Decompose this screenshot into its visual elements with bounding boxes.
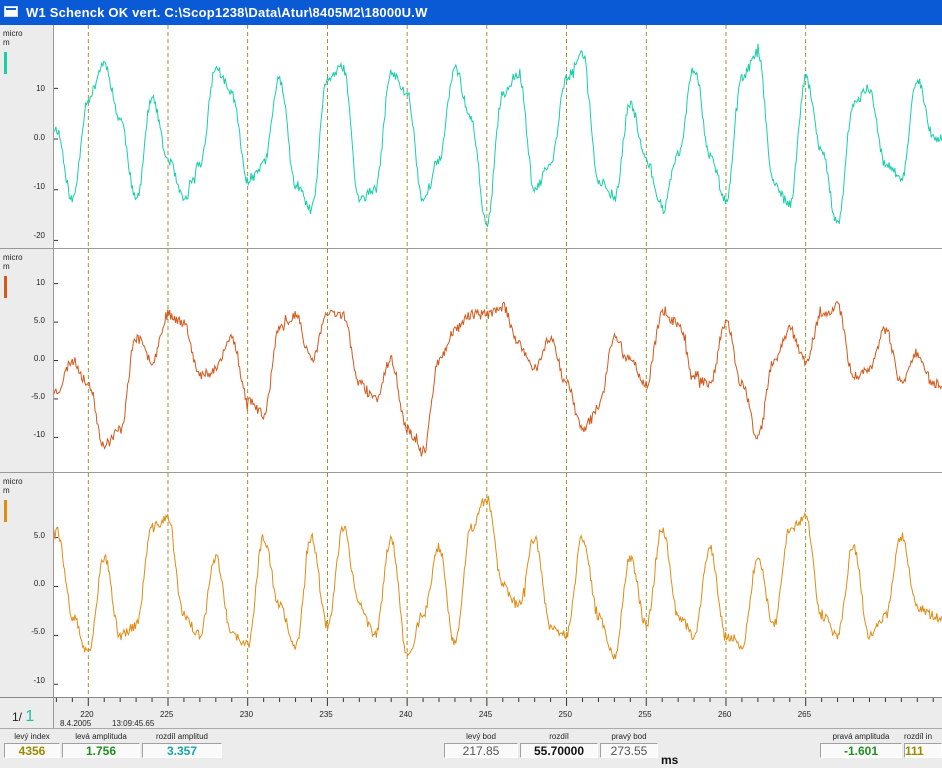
x-tick-label: 255 xyxy=(638,710,652,719)
left-point-label: levý bod xyxy=(466,732,496,741)
channel-1-color-swatch[interactable] xyxy=(4,52,7,74)
time-unit-label: ms xyxy=(661,753,679,767)
x-tick-label: 265 xyxy=(797,710,812,719)
recording-date: 8.4.2005 xyxy=(60,719,92,728)
y-tick-label: -10 xyxy=(33,182,45,191)
right-index-field: rozdíl in 111 xyxy=(904,732,942,758)
y-tick-label: 5.0 xyxy=(33,316,45,325)
panel-divider[interactable] xyxy=(0,472,942,473)
channel-3-panel[interactable]: micro m 5.0 0.0 -5.0 -10 xyxy=(0,473,942,697)
channel-1-panel[interactable]: micro m 10 0.0 -10 -20 xyxy=(0,25,942,248)
channel-3-unit: micro m xyxy=(3,477,23,495)
y-tick-label: 5.0 xyxy=(33,531,45,540)
amplitude-difference-label: rozdíl amplitud xyxy=(155,732,209,741)
left-point-value: 217.85 xyxy=(444,743,518,758)
y-tick-label: -10 xyxy=(33,430,45,439)
status-bar: levý index 4356 levá amplituda 1.756 roz… xyxy=(0,728,942,768)
recording-time: 13:09:45.65 xyxy=(112,719,155,728)
series-line xyxy=(54,495,942,660)
left-index-value: 4356 xyxy=(4,743,60,758)
channel-2-plot[interactable] xyxy=(54,249,942,472)
right-point-field: pravý bod 273.55 xyxy=(600,732,658,758)
right-point-label: pravý bod xyxy=(611,732,647,741)
channel-2-axis: micro m 10 5.0 0.0 -5.0 -10 xyxy=(0,249,54,472)
x-axis-strip[interactable]: 1/ 1 220 225 230 235 240 245 250 255 260 265 8.4.… xyxy=(0,697,942,729)
amplitude-difference-field: rozdíl amplitud 3.357 xyxy=(142,732,222,758)
left-amplitude-label: levá amplituda xyxy=(75,732,127,741)
right-point-value: 273.55 xyxy=(600,743,658,758)
window-title: W1 Schenck OK vert. C:\Scop1238\Data\Atu… xyxy=(26,5,428,20)
right-amplitude-value: -1.601 xyxy=(820,743,902,758)
page-indicator-area: 1/ 1 xyxy=(0,698,54,729)
left-index-field: levý index 4356 xyxy=(4,732,60,758)
y-tick-label: 10 xyxy=(36,84,45,93)
channel-3-axis: micro m 5.0 0.0 -5.0 -10 xyxy=(0,473,54,697)
difference-label: rozdíl xyxy=(549,732,569,741)
window-menu-icon[interactable] xyxy=(4,6,18,17)
right-index-value: 111 xyxy=(904,743,942,758)
x-tick-label: 260 xyxy=(717,710,732,719)
difference-field: rozdíl 55.70000 xyxy=(520,732,598,758)
x-tick-label: 225 xyxy=(159,710,174,719)
y-tick-label: 10 xyxy=(36,278,45,287)
channel-2-panel[interactable]: micro m 10 5.0 0.0 -5.0 -10 xyxy=(0,249,942,472)
title-bar[interactable]: W1 Schenck OK vert. C:\Scop1238\Data\Atu… xyxy=(0,0,942,25)
y-tick-label: -20 xyxy=(33,231,45,240)
x-tick-label: 220 xyxy=(80,710,94,719)
x-tick-label: 235 xyxy=(319,710,333,719)
panel-divider[interactable] xyxy=(0,248,942,249)
series-line xyxy=(54,43,942,228)
right-index-label: rozdíl in xyxy=(904,732,933,741)
series-line xyxy=(54,301,942,457)
left-point-field: levý bod 217.85 xyxy=(444,732,518,758)
channel-3-plot[interactable] xyxy=(54,473,942,697)
left-index-label: levý index xyxy=(14,732,50,741)
x-tick-label: 250 xyxy=(558,710,572,719)
x-tick-label: 245 xyxy=(478,710,493,719)
channel-1-unit: micro m xyxy=(3,29,23,47)
y-tick-label: 0.0 xyxy=(33,354,45,363)
y-tick-label: -5.0 xyxy=(31,392,45,401)
y-tick-label: 0.0 xyxy=(33,133,45,142)
page-channel-number[interactable]: 1 xyxy=(25,708,35,725)
x-axis-ticks xyxy=(55,698,934,706)
channel-3-color-swatch[interactable] xyxy=(4,500,7,522)
y-tick-label: -10 xyxy=(33,676,45,685)
channel-2-unit: micro m xyxy=(3,253,23,271)
channel-1-plot[interactable] xyxy=(54,25,942,248)
left-amplitude-value: 1.756 xyxy=(62,743,140,758)
x-tick-label: 240 xyxy=(399,710,413,719)
channel-2-color-swatch[interactable] xyxy=(4,276,7,298)
right-amplitude-label: pravá amplituda xyxy=(832,732,890,741)
left-amplitude-field: levá amplituda 1.756 xyxy=(62,732,140,758)
difference-value: 55.70000 xyxy=(520,743,598,758)
x-tick-label: 230 xyxy=(239,710,254,719)
amplitude-difference-value: 3.357 xyxy=(142,743,222,758)
page-indicator[interactable]: 1/ 1 xyxy=(12,708,35,725)
y-tick-label: 0.0 xyxy=(33,579,45,588)
channel-1-axis: micro m 10 0.0 -10 -20 xyxy=(0,25,54,248)
right-amplitude-field: pravá amplituda -1.601 xyxy=(820,732,902,758)
y-tick-label: -5.0 xyxy=(31,627,45,636)
